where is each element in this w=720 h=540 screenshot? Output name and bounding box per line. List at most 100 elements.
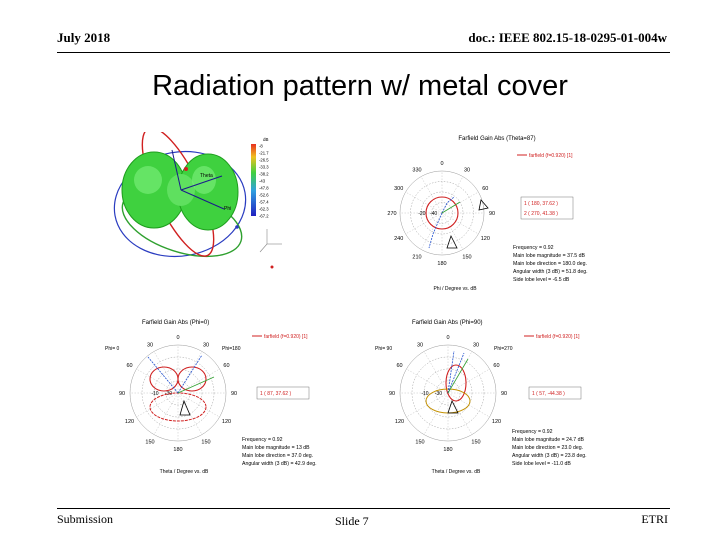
theta-axis-label: Theta: [200, 173, 213, 179]
polar-angle-label: 30: [473, 343, 479, 349]
colorbar-label: -52.6: [259, 193, 269, 198]
polar-radial-label: -30: [165, 391, 172, 397]
plot-stat-line: Frequency = 0.92: [242, 437, 283, 443]
polar-radial-label: -20: [418, 211, 425, 217]
slide-title: Radiation pattern w/ metal cover: [152, 70, 568, 102]
polar-radial-label: -10: [151, 391, 158, 397]
polar-radial-label: -30: [435, 391, 442, 397]
polar-grid-spoke: [441, 212, 464, 250]
plot-stat-line: Side lobe level = -6.5 dB: [513, 277, 570, 283]
colorbar-label: -67.2: [259, 214, 269, 219]
plot-stat-line: Main lobe direction = 37.0 deg.: [242, 453, 313, 459]
colorbar-label: -38.2: [259, 172, 269, 177]
colorbar-label: -57.4: [259, 200, 269, 205]
plot-top-marker-2: 2 ( 270, 41.38 ): [524, 211, 558, 217]
polar-angle-label: 30: [147, 343, 153, 349]
polar-grid-ring: [399, 170, 485, 256]
plot-top-title: Farfield Gain Abs (Theta=87): [458, 136, 535, 142]
polar-angle-label: 240: [394, 236, 403, 242]
polar-angle-label: 180: [173, 447, 182, 453]
polar-radial-label: -40: [430, 211, 437, 217]
polar-angle-label: 330: [412, 168, 421, 174]
colorbar-label: -43: [259, 179, 266, 184]
polar-angle-label: 90: [489, 211, 495, 217]
plot-br-phi-right: Phi=270: [494, 346, 513, 352]
plot-top-marker-1: 1 ( 180, 37.62 ): [524, 201, 558, 207]
polar-angle-label: 60: [493, 363, 499, 369]
footer-rule: [57, 508, 670, 509]
plot-stat-line: Side lobe level = -11.0 dB: [512, 461, 571, 467]
polar-plot-bottom-left: Farfield Gain Abs (Phi=0) farfield (f=0.…: [102, 315, 338, 477]
polar-grid-spoke: [136, 392, 179, 418]
polar-angle-label: 210: [412, 254, 421, 260]
colorbar-labels: -8 -21.7 -26.5 -33.3 -38.2 -43 -47.8 -52.6 -57.4…: [259, 144, 269, 219]
polar-angle-label: 150: [201, 439, 210, 445]
polar-grid-spoke: [423, 351, 449, 394]
polar-angle-label: 60: [223, 363, 229, 369]
plot-top-legend: farfield (f=0.920) [1]: [529, 153, 573, 159]
polar-grid-spoke: [447, 392, 473, 435]
polar-grid-spoke: [153, 392, 179, 435]
polar-grid-spoke: [420, 176, 443, 214]
header-date: July 2018: [57, 30, 111, 45]
polar-plot-bottom-right: Farfield Gain Abs (Phi=90) farfield (f=0…: [372, 315, 610, 477]
plot-stat-line: Main lobe magnitude = 13 dB: [242, 445, 310, 451]
header-rule: [57, 52, 670, 53]
polar-grid-spoke: [153, 351, 179, 394]
plot-top-xlabel: Phi / Degree vs. dB: [433, 286, 477, 292]
polar-angle-label: 150: [415, 439, 424, 445]
polar-angle-label: 60: [482, 186, 488, 192]
polar-angle-label: 120: [492, 419, 501, 425]
polar-grid-spoke: [136, 368, 179, 394]
plot-stat-line: Main lobe magnitude = 37.5 dB: [513, 253, 585, 259]
polar-grid-spoke: [420, 212, 443, 250]
plot-stat-line: Angular width (3 dB) = 23.8 deg.: [512, 453, 587, 459]
polar-angle-label: 120: [222, 419, 231, 425]
pattern-3d-figure: Theta Phi dB -8 -21.7 -26.5 -33.3 -38.2 -43 -4…: [112, 132, 294, 277]
polar-angle-label: 180: [443, 447, 452, 453]
polar-angle-label: 180: [437, 261, 446, 267]
polar-angle-label: 120: [481, 236, 490, 242]
polar-angle-label: 30: [203, 343, 209, 349]
polar-grid-spoke: [177, 368, 220, 394]
colorbar-label: -26.5: [259, 158, 269, 163]
polar-grid-ring: [129, 344, 227, 442]
plot-stat-line: Main lobe direction = 23.0 deg.: [512, 445, 583, 451]
colorbar-label: -21.7: [259, 151, 269, 156]
polar-angle-label: 30: [464, 168, 470, 174]
colorbar-label: -62.3: [259, 207, 269, 212]
polar-angle-label: 150: [462, 254, 471, 260]
polar-grid-spoke: [441, 212, 479, 235]
polar-grid-spoke: [447, 368, 490, 394]
polar-angle-label: 150: [145, 439, 154, 445]
polar-angle-label: 0: [446, 335, 449, 341]
plot-stat-line: Frequency = 0.92: [512, 429, 553, 435]
footer-submission: Submission: [57, 512, 114, 526]
polar-angle-label: 90: [389, 391, 395, 397]
phi-axis-label: Phi: [224, 206, 231, 212]
plot-br-title: Farfield Gain Abs (Phi=90): [412, 320, 483, 326]
polar-angle-label: 150: [471, 439, 480, 445]
plot-br-phi-left: Phi= 90: [375, 346, 392, 352]
polar-angle-label: 120: [395, 419, 404, 425]
colorbar-label: -33.3: [259, 165, 269, 170]
polar-angle-label: 90: [119, 391, 125, 397]
polar-grid-spoke: [177, 392, 203, 435]
polar-grid-spoke: [441, 176, 464, 214]
plot-stat-line: Main lobe direction = 180.0 deg.: [513, 261, 587, 267]
polar-grid-spoke: [406, 368, 449, 394]
header-doc-id: doc.: IEEE 802.15-18-0295-01-004w: [468, 30, 667, 45]
polar-angle-label: 300: [394, 186, 403, 192]
plot-br-legend: farfield (f=0.920) [1]: [536, 334, 580, 340]
footer-slide-number: Slide 7: [335, 514, 369, 528]
polar-angle-label: 0: [440, 161, 443, 167]
polar-grid-spoke: [405, 191, 443, 214]
polar-plot-top: Farfield Gain Abs (Theta=87) farfield (f…: [385, 130, 610, 302]
footer-org: ETRI: [641, 512, 668, 526]
polar-radial-label: -10: [421, 391, 428, 397]
colorbar-label: -8: [259, 144, 263, 149]
colorbar-title: dB: [263, 137, 269, 142]
polar-angle-label: 270: [387, 211, 396, 217]
plot-bl-xlabel: Theta / Degree vs. dB: [160, 469, 209, 475]
polar-grid-spoke: [177, 351, 203, 394]
